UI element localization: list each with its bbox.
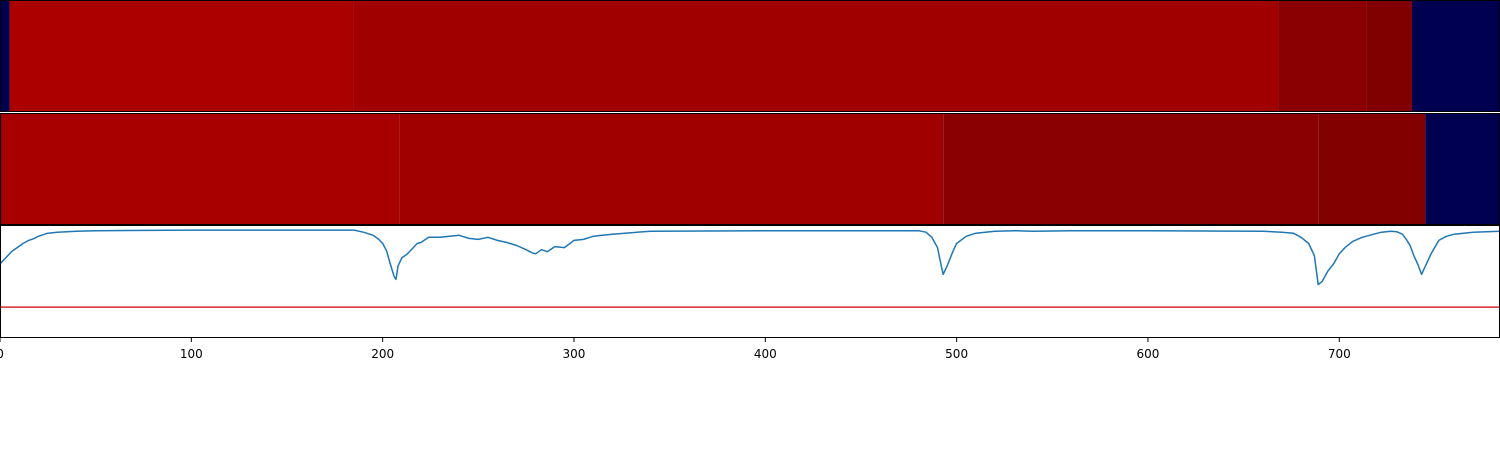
heatmap-cell-0 [0,0,10,112]
series-line-0 [0,229,1500,286]
x-tick-label-2: 200 [371,347,394,361]
x-tick-label-7: 700 [1328,347,1351,361]
x-tick-label-3: 300 [563,347,586,361]
x-tick-label-4: 400 [754,347,777,361]
heatmap-cell-1 [9,0,354,112]
heatmap-cell-3 [1318,113,1426,225]
heatmap-cell-4 [1366,0,1412,112]
heatmap-cell-0 [0,113,400,225]
heatmap-cell-1 [399,113,944,225]
line-plot-panel [0,225,1500,338]
heatmap-cell-2 [353,0,1279,112]
series-layer [0,229,1500,286]
x-tick-label-1: 100 [180,347,203,361]
x-axis: 0 100 200 300 400 500 600 700 [0,338,1351,361]
heatmap-cell-4 [1425,113,1500,225]
x-tick-label-5: 500 [945,347,968,361]
heatmap-bottom [0,113,1500,225]
heatmap-cell-3 [1278,0,1367,112]
heatmap-cell-2 [943,113,1319,225]
x-tick-label-6: 600 [1137,347,1160,361]
heatmap-top [0,0,1500,112]
line-plot-background [0,225,1500,338]
heatmap-cell-5 [1411,0,1500,112]
x-tick-label-0: 0 [0,347,4,361]
